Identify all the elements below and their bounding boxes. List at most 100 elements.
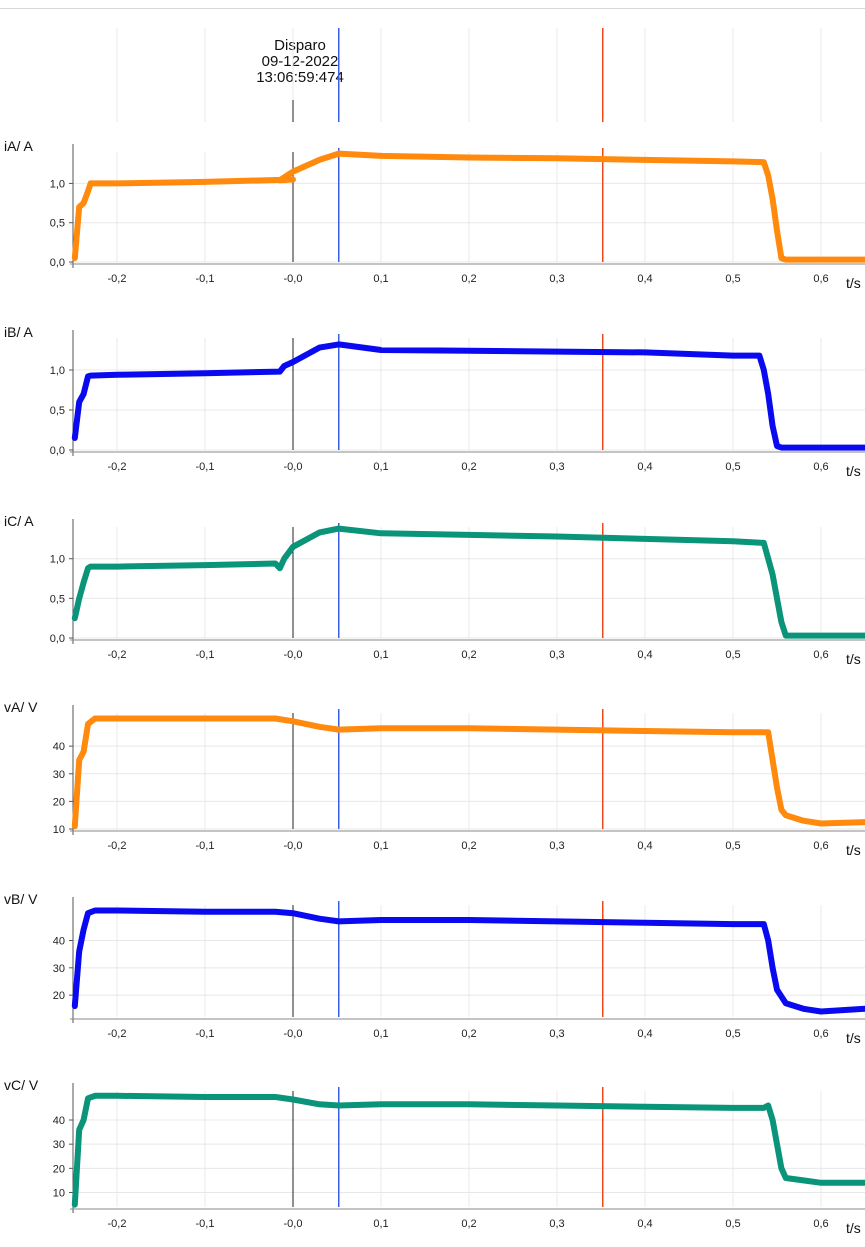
x-axis-label: t/s (846, 1030, 861, 1046)
x-tick-label: -0,2 (108, 1218, 127, 1230)
y-tick-label: 0,0 (50, 445, 65, 457)
x-tick-label: -0,0 (284, 840, 303, 852)
y-axis-label: vB/ V (4, 891, 38, 907)
y-tick-label: 30 (53, 963, 65, 975)
x-tick-label: -0,1 (196, 461, 215, 473)
x-tick-label: 0,2 (461, 273, 476, 285)
x-tick-label: 0,2 (461, 840, 476, 852)
x-tick-label: 0,4 (637, 1028, 652, 1040)
y-tick-label: 20 (53, 990, 65, 1002)
x-tick-label: -0,1 (196, 649, 215, 661)
x-tick-label: 0,1 (373, 1028, 388, 1040)
y-tick-label: 0,0 (50, 257, 65, 269)
y-tick-label: 40 (53, 1115, 65, 1127)
x-tick-label: 0,5 (725, 273, 740, 285)
x-tick-label: 0,3 (549, 840, 564, 852)
y-tick-label: 20 (53, 796, 65, 808)
y-tick-label: 0,5 (50, 218, 65, 230)
x-tick-label: 0,4 (637, 649, 652, 661)
x-axis-label: t/s (846, 651, 861, 667)
y-tick-label: 10 (53, 1188, 65, 1200)
y-axis-label: vC/ V (4, 1077, 39, 1093)
y-axis-label: vA/ V (4, 699, 38, 715)
panel-iaa: iA/ A 0,0 0,5 1,0 -0,2 -0,1 -0,0 0,1 0,2 0,3 0,4 0,… (4, 138, 865, 291)
x-tick-label: -0,0 (284, 273, 303, 285)
x-tick-label: 0,1 (373, 461, 388, 473)
y-tick-label: 1,0 (50, 178, 65, 190)
trigger-time: 13:06:59:474 (256, 69, 344, 86)
y-tick-label: 0,0 (50, 633, 65, 645)
y-tick-label: 0,5 (50, 405, 65, 417)
y-tick-label: 30 (53, 1139, 65, 1151)
y-axis-label: iC/ A (4, 513, 34, 529)
series-line (71, 1092, 865, 1208)
x-tick-label: 0,5 (725, 1218, 740, 1230)
x-tick-label: 0,5 (725, 1028, 740, 1040)
x-tick-label: 0,6 (813, 1218, 828, 1230)
x-axis-label: t/s (846, 275, 861, 291)
x-tick-label: 0,1 (373, 840, 388, 852)
x-tick-label: 0,3 (549, 273, 564, 285)
x-tick-label: -0,0 (284, 649, 303, 661)
x-tick-label: 0,4 (637, 840, 652, 852)
x-tick-label: -0,0 (284, 461, 303, 473)
y-tick-label: 10 (53, 824, 65, 836)
x-tick-label: 0,1 (373, 1218, 388, 1230)
panel-vbv: vB/ V 20 30 40 -0,2 -0,1 -0,0 0,1 0,2 0,3 0,4 0,5 0,… (4, 891, 865, 1046)
x-tick-label: 0,3 (549, 1218, 564, 1230)
series-line (71, 907, 865, 1015)
x-tick-label: 0,4 (637, 1218, 652, 1230)
y-tick-label: 1,0 (50, 365, 65, 377)
x-tick-label: 0,1 (373, 273, 388, 285)
x-tick-label: 0,5 (725, 461, 740, 473)
y-tick-label: 30 (53, 769, 65, 781)
x-tick-label: -0,2 (108, 1028, 127, 1040)
panel-vcv: vC/ V 10 20 30 40 -0,2 -0,1 -0,0 0,1 0,2 0,3 0,4 0,5… (4, 1077, 865, 1236)
x-tick-label: 0,6 (813, 461, 828, 473)
x-axis-label: t/s (846, 1220, 861, 1236)
x-tick-label: -0,2 (108, 273, 127, 285)
panel-ica: iC/ A 0,0 0,5 1,0 -0,2 -0,1 -0,0 0,1 0,2 0,3 0,4 0,… (4, 513, 865, 667)
x-tick-label: -0,1 (196, 1028, 215, 1040)
x-tick-label: 0,4 (637, 273, 652, 285)
x-tick-label: 0,2 (461, 1028, 476, 1040)
top-separator (0, 8, 865, 9)
y-tick-label: 0,5 (50, 593, 65, 605)
x-tick-label: 0,2 (461, 649, 476, 661)
x-tick-label: 0,3 (549, 461, 564, 473)
series-line (71, 150, 865, 263)
x-tick-label: -0,1 (196, 273, 215, 285)
x-tick-label: 0,5 (725, 840, 740, 852)
x-tick-label: 0,6 (813, 273, 828, 285)
y-tick-label: 20 (53, 1163, 65, 1175)
panel-iba: iB/ A 0,0 0,5 1,0 -0,2 -0,1 -0,0 0,1 0,2 0,3 0,4 0,… (4, 324, 865, 479)
series-line (71, 715, 865, 830)
x-tick-label: -0,1 (196, 840, 215, 852)
x-tick-label: -0,2 (108, 649, 127, 661)
y-tick-label: 1,0 (50, 554, 65, 566)
panel-vav: vA/ V 10 20 30 40 -0,2 -0,1 -0,0 0,1 0,2 0,3 0,4 0,5… (4, 699, 865, 858)
x-tick-label: 0,1 (373, 649, 388, 661)
y-tick-label: 40 (53, 741, 65, 753)
trigger-date: 09-12-2022 (261, 53, 339, 70)
y-axis-label: iA/ A (4, 138, 33, 154)
x-tick-label: 0,2 (461, 461, 476, 473)
y-axis-label: iB/ A (4, 324, 33, 340)
x-tick-label: 0,3 (549, 1028, 564, 1040)
trigger-label: Disparo (274, 37, 326, 54)
x-axis-label: t/s (846, 463, 861, 479)
x-tick-label: 0,6 (813, 649, 828, 661)
x-tick-label: -0,0 (284, 1218, 303, 1230)
x-tick-label: -0,0 (284, 1028, 303, 1040)
x-tick-label: 0,2 (461, 1218, 476, 1230)
y-tick-label: 40 (53, 936, 65, 948)
series-line (71, 341, 865, 451)
x-tick-label: -0,2 (108, 840, 127, 852)
x-tick-label: 0,4 (637, 461, 652, 473)
x-axis-label: t/s (846, 842, 861, 858)
series-line (71, 525, 865, 639)
x-tick-label: -0,1 (196, 1218, 215, 1230)
x-tick-label: 0,6 (813, 840, 828, 852)
x-tick-label: 0,5 (725, 649, 740, 661)
